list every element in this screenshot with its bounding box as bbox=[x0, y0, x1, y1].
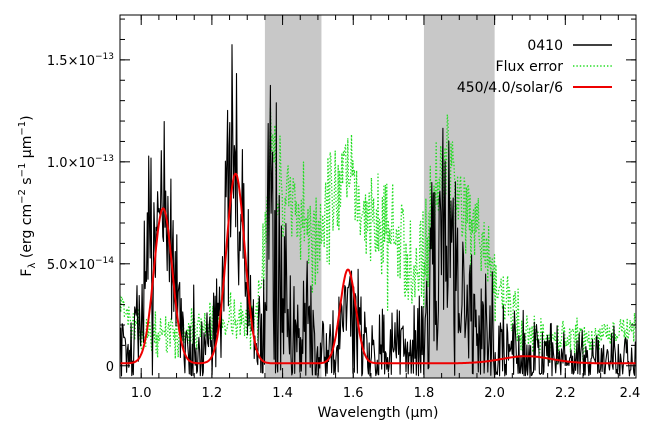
y-tick-label: 1.0×10−13 bbox=[47, 154, 114, 171]
x-tick-label: 1.2 bbox=[202, 386, 223, 401]
x-tick-label: 1.6 bbox=[343, 386, 364, 401]
x-tick-label: 1.4 bbox=[272, 386, 293, 401]
legend-label: 0410 bbox=[527, 38, 563, 54]
y-tick-label: 5.0×10−14 bbox=[47, 256, 114, 273]
y-axis-label: Fλ (erg cm−2 s−1 μm−1) bbox=[17, 115, 38, 276]
legend: 0410 Flux error 450/4.0/solar/6 bbox=[457, 38, 612, 96]
axes: 1.0 1.2 1.4 1.6 1.8 2.0 2.2 2.4 0 5.0×10−14 1.0×10… bbox=[47, 15, 640, 401]
series-450-4-0-solar-6 bbox=[120, 172, 636, 365]
x-tick-label: 1.0 bbox=[131, 386, 152, 401]
legend-label: 450/4.0/solar/6 bbox=[457, 80, 563, 96]
y-tick-label: 1.5×10−13 bbox=[47, 52, 114, 69]
x-tick-label: 2.0 bbox=[484, 386, 505, 401]
x-tick-label: 2.4 bbox=[620, 386, 641, 401]
plot-frame bbox=[119, 14, 637, 379]
x-tick-label: 2.2 bbox=[555, 386, 576, 401]
x-axis-label: Wavelength (μm) bbox=[318, 405, 439, 421]
series-layer bbox=[120, 44, 636, 377]
series-0410 bbox=[120, 44, 636, 377]
legend-label: Flux error bbox=[496, 59, 564, 75]
y-tick-label: 0 bbox=[106, 360, 114, 375]
x-tick-label: 1.8 bbox=[414, 386, 435, 401]
series-flux-error bbox=[120, 106, 636, 365]
